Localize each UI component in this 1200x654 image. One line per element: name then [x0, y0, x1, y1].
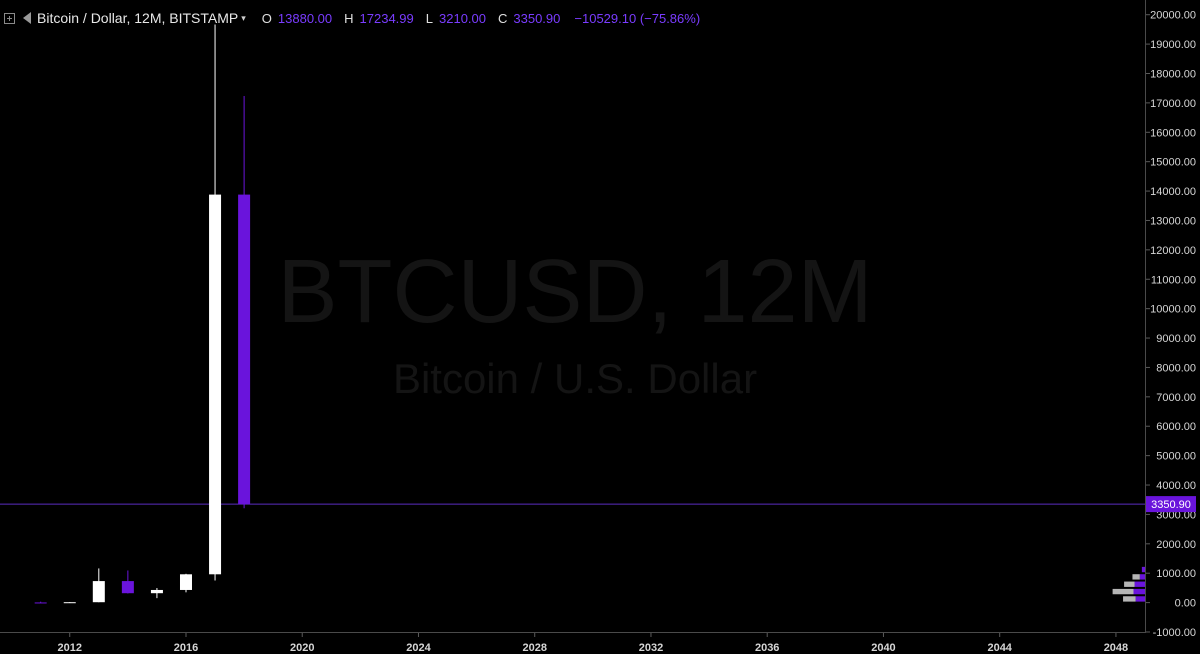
watermark-description: Bitcoin / U.S. Dollar [393, 355, 757, 402]
y-tick-label: 11000.00 [1151, 274, 1196, 286]
close-value: 3350.90 [513, 10, 561, 26]
low-value: 3210.00 [439, 10, 486, 26]
watermark-symbol: BTCUSD, 12M [277, 242, 872, 342]
volume-profile-down-bar [1141, 566, 1145, 573]
y-tick-label: 2000.00 [1156, 539, 1196, 551]
open-label: O [261, 10, 272, 26]
volume-profile-down-bar [1139, 574, 1145, 580]
volume-profile-down-bar [1134, 581, 1145, 587]
x-tick-label: 2024 [406, 642, 431, 654]
low-label: L [425, 10, 433, 26]
candle-body [209, 194, 222, 575]
change-value: −10529.10 (−75.86%) [574, 10, 701, 26]
expand-icon[interactable] [4, 12, 15, 24]
candle-body [92, 581, 105, 603]
x-tick-label: 2016 [174, 642, 198, 654]
y-tick-label: 13000.00 [1150, 215, 1196, 227]
y-tick-label: 6000.00 [1156, 421, 1196, 433]
y-tick-label: 1000.00 [1156, 568, 1196, 580]
candle-body [238, 194, 251, 505]
volume-profile-up-bar [1132, 574, 1140, 580]
volume-profile [1112, 566, 1145, 602]
y-tick-label: 4000.00 [1156, 480, 1196, 492]
x-tick-label: 2036 [755, 642, 779, 654]
y-tick-label: 17000.00 [1150, 98, 1196, 110]
chart-legend: Bitcoin / Dollar, 12M, BITSTAMP ▾ O 1388… [4, 9, 700, 27]
candle-body [34, 602, 47, 604]
volume-profile-up-bar [1124, 581, 1135, 587]
y-tick-label: 14000.00 [1150, 186, 1196, 198]
y-tick-label: 18000.00 [1150, 68, 1196, 80]
x-tick-label: 2044 [987, 642, 1012, 654]
last-price-tag-box [1146, 496, 1196, 513]
y-tick-label: 12000.00 [1150, 245, 1196, 257]
candles-group [34, 24, 251, 604]
y-tick-label: 3000.00 [1156, 509, 1196, 521]
y-tick-label: 5000.00 [1156, 451, 1196, 463]
y-tick-label: 8000.00 [1156, 362, 1196, 374]
y-tick-label: 10000.00 [1150, 304, 1196, 316]
chevron-down-icon[interactable]: ▾ [241, 12, 246, 23]
last-price-tag-label: 3350.90 [1151, 499, 1191, 511]
x-tick-label: 2028 [522, 642, 546, 654]
candle-body [179, 574, 192, 590]
volume-profile-down-bar [1135, 596, 1145, 602]
volume-profile-up-bar [1123, 596, 1136, 602]
volume-profile-up-bar [1112, 588, 1134, 595]
candle-body [63, 602, 76, 604]
flag-icon[interactable] [23, 12, 31, 24]
y-tick-label: 0.00 [1175, 598, 1196, 610]
y-tick-label: 9000.00 [1156, 333, 1196, 345]
high-label: H [344, 10, 354, 26]
candle-body [150, 589, 163, 594]
close-label: C [498, 10, 508, 26]
y-tick-label: 20000.00 [1150, 10, 1196, 22]
y-tick-label: 7000.00 [1156, 392, 1196, 404]
x-tick-label: 2032 [639, 642, 663, 654]
y-tick-label: -1000.00 [1153, 627, 1196, 639]
price-axis[interactable]: -1000.00 0.00 1000.00 2000.00 3000.00 4000.00… [1146, 10, 1196, 639]
last-price-tag: 3350.90 [1146, 496, 1196, 513]
y-tick-label: 15000.00 [1150, 157, 1196, 169]
volume-profile-down-bar [1133, 588, 1145, 595]
x-tick-label: 2020 [290, 642, 314, 654]
candle-body [121, 581, 134, 594]
open-value: 13880.00 [277, 10, 333, 26]
symbol-name[interactable]: Bitcoin / Dollar, 12M, BITSTAMP [37, 10, 239, 26]
high-value: 17234.99 [359, 10, 414, 26]
x-tick-label: 2012 [58, 642, 82, 654]
x-tick-label: 2040 [871, 642, 895, 654]
y-tick-label: 16000.00 [1150, 127, 1196, 139]
y-tick-label: 19000.00 [1150, 39, 1196, 51]
x-tick-label: 2048 [1104, 642, 1128, 654]
time-axis[interactable]: 2012 2016 2020 2024 2028 2032 2036 2040 2044 2048 [58, 633, 1129, 654]
